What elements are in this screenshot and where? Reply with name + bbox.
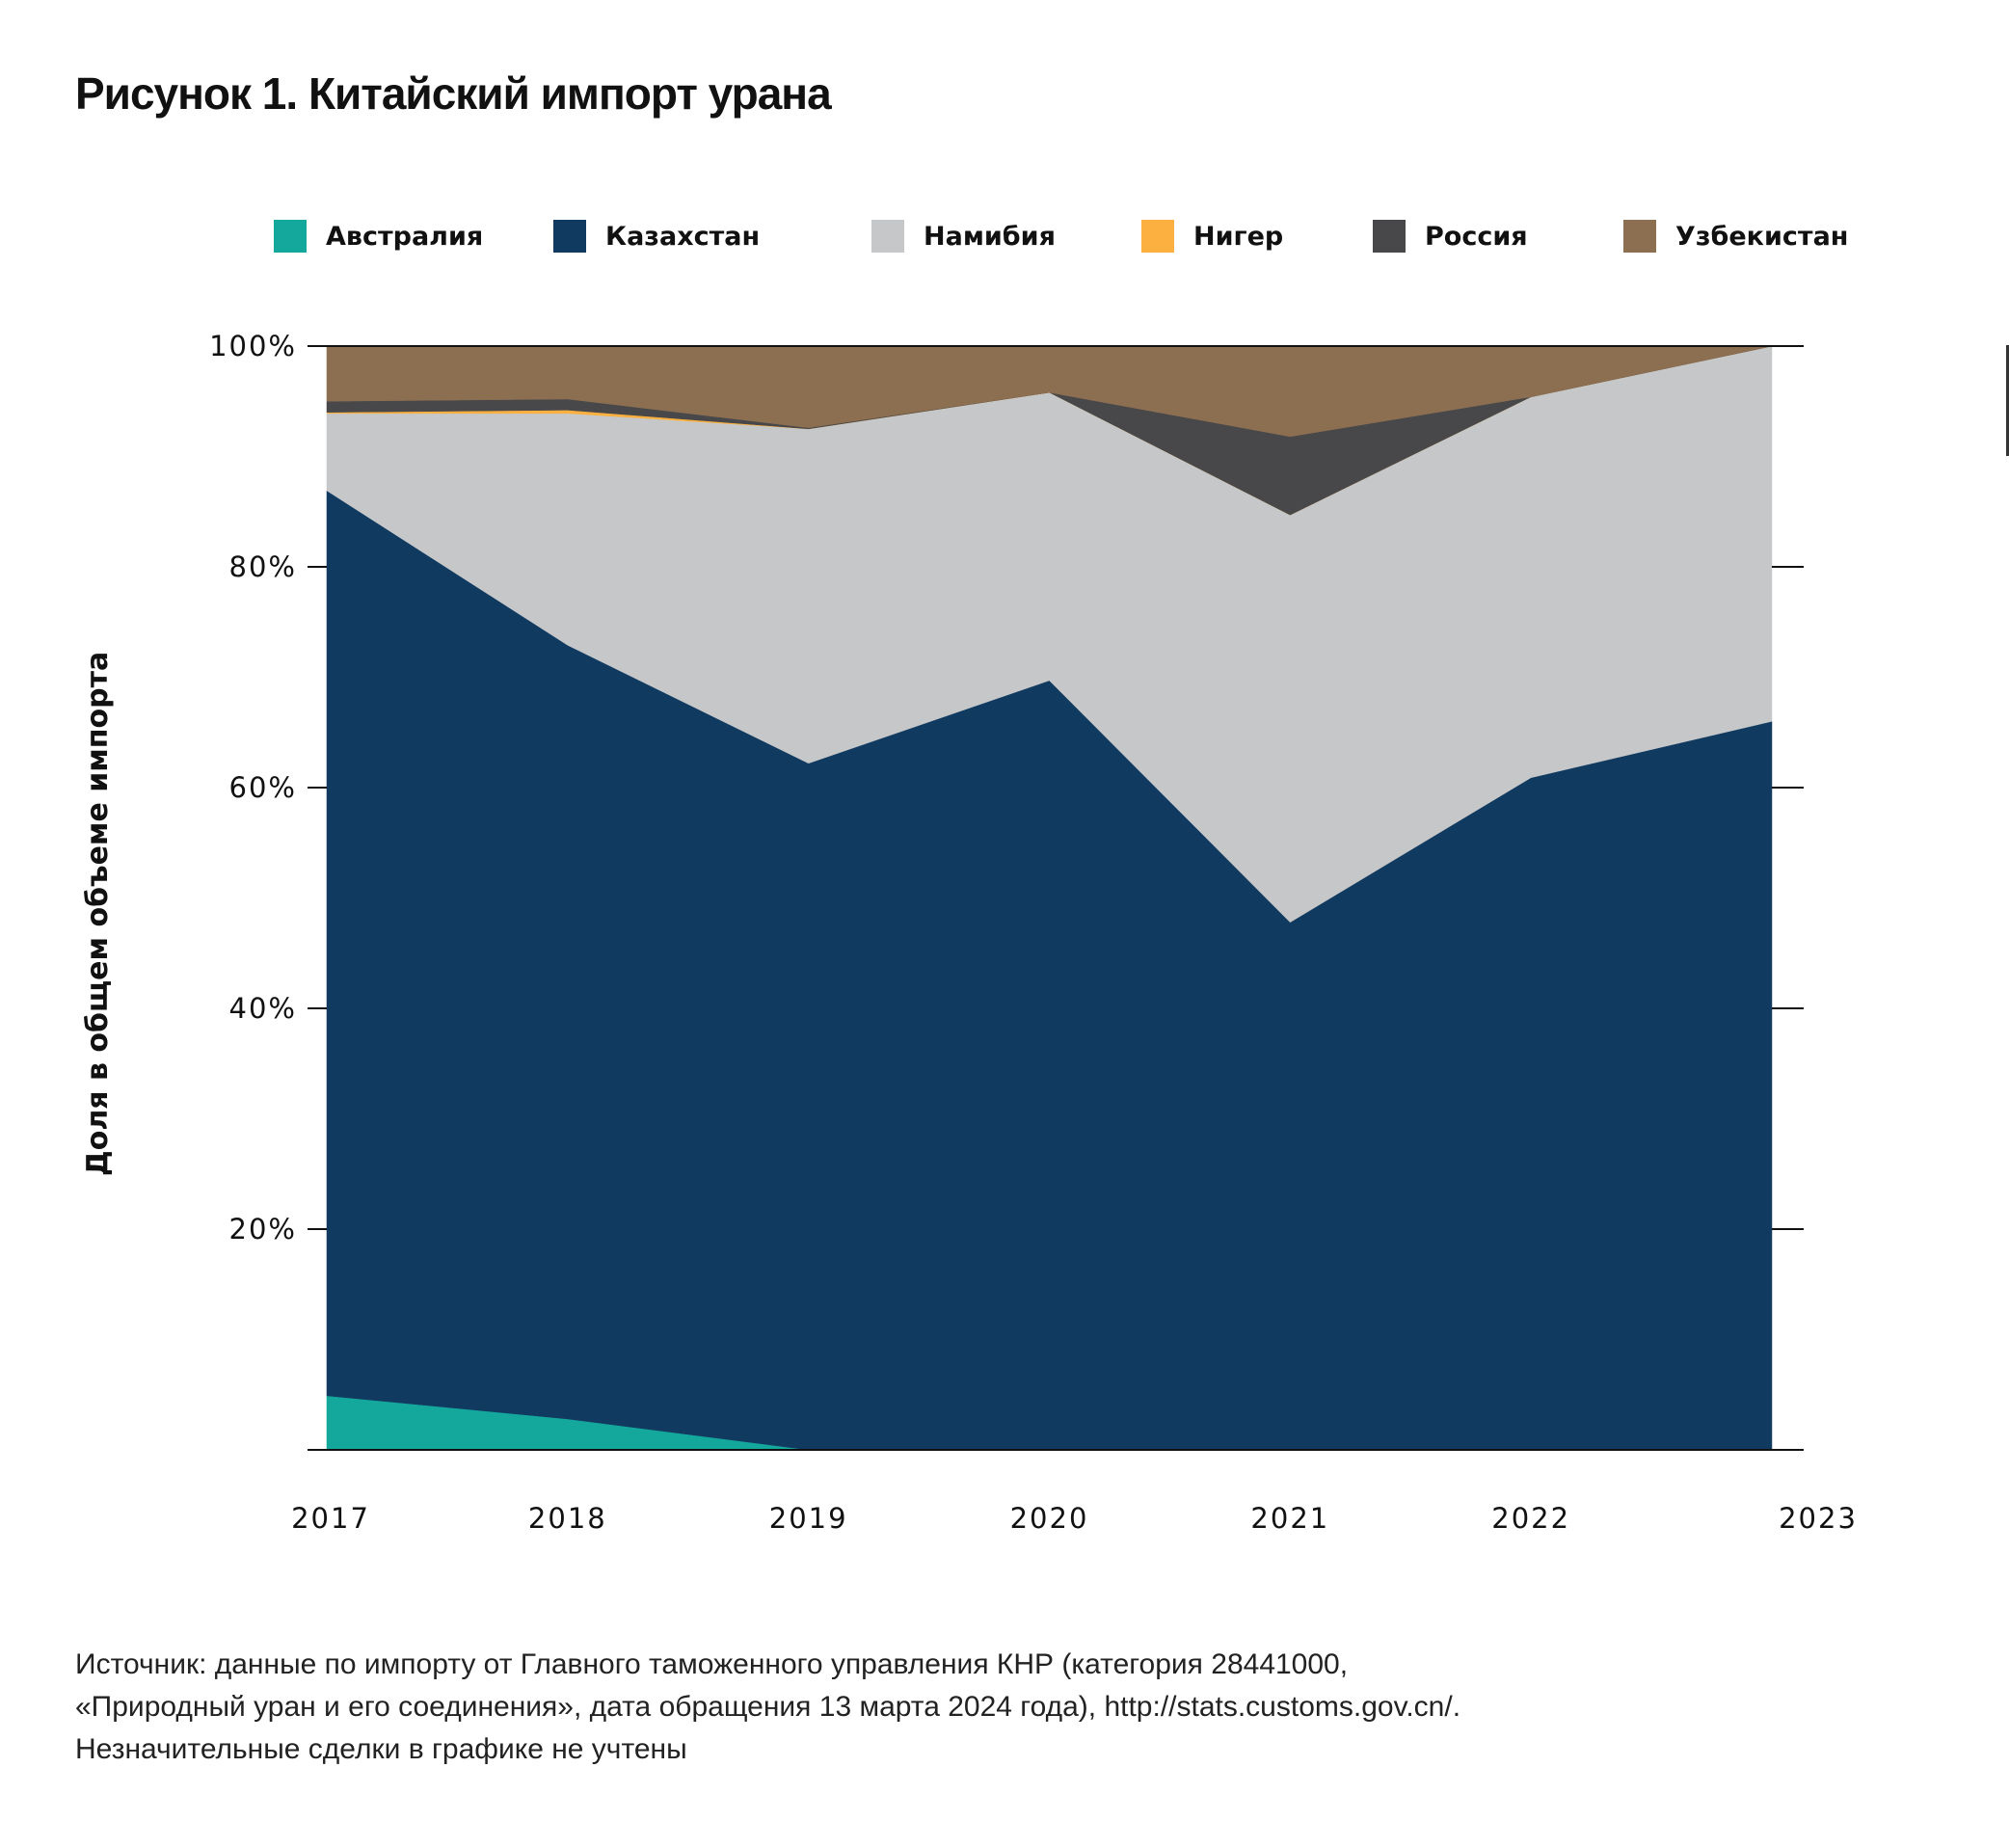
source-line: «Природный уран и его соединения», дата … bbox=[75, 1691, 1461, 1723]
source-line: Источник: данные по импорту от Главного … bbox=[75, 1648, 1349, 1680]
legend-label: Казахстан bbox=[605, 221, 761, 252]
legend-item: Казахстан bbox=[553, 220, 760, 253]
legend-label: Намибия bbox=[924, 221, 1056, 252]
source-line: Незначительные сделки в графике не учтен… bbox=[75, 1733, 687, 1765]
x-tick-label: 2019 bbox=[769, 1502, 848, 1535]
legend-label: Австралия bbox=[326, 221, 484, 252]
legend-item: Узбекистан bbox=[1623, 220, 1848, 253]
x-tick-label: 2023 bbox=[1779, 1502, 1858, 1535]
x-tick-label: 2018 bbox=[528, 1502, 607, 1535]
legend: Австралия Казахстан Намибия Нигер Россия Узбе… bbox=[274, 220, 1932, 258]
chart-title: Рисунок 1. Китайский импорт урана bbox=[75, 68, 832, 119]
legend-item: Нигер bbox=[1141, 220, 1283, 253]
y-tick-label: 80% bbox=[229, 550, 297, 583]
y-tick-label: 100% bbox=[209, 330, 297, 362]
source-note: Источник: данные по импорту от Главного … bbox=[75, 1644, 1460, 1771]
legend-item: Россия bbox=[1373, 220, 1528, 253]
legend-swatch bbox=[871, 220, 904, 253]
y-tick-label: 20% bbox=[229, 1213, 297, 1245]
legend-swatch bbox=[553, 220, 586, 253]
legend-item: Намибия bbox=[871, 220, 1056, 253]
legend-swatch bbox=[1141, 220, 1174, 253]
legend-swatch bbox=[1623, 220, 1656, 253]
legend-swatch bbox=[1373, 220, 1406, 253]
x-tick-label: 2020 bbox=[1010, 1502, 1089, 1535]
x-tick-label: 2022 bbox=[1491, 1502, 1570, 1535]
legend-label: Россия bbox=[1425, 221, 1528, 252]
legend-item: Австралия bbox=[274, 220, 483, 253]
legend-label: Нигер bbox=[1193, 221, 1284, 252]
legend-label: Узбекистан bbox=[1675, 221, 1849, 252]
legend-swatch bbox=[274, 220, 307, 253]
y-tick-label: 40% bbox=[229, 992, 297, 1025]
x-tick-label: 2017 bbox=[291, 1502, 370, 1535]
edge-mark bbox=[2006, 345, 2009, 456]
x-tick-label: 2021 bbox=[1250, 1502, 1329, 1535]
y-tick-label: 60% bbox=[229, 771, 297, 804]
